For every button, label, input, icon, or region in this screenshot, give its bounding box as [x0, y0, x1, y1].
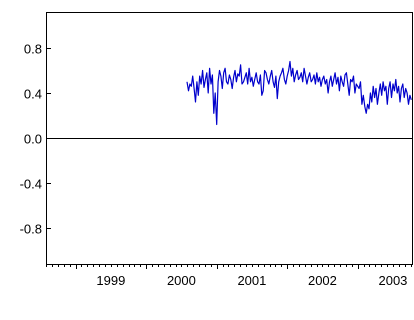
- y-tick-label: 0.0: [24, 132, 42, 147]
- x-tick-label: 2003: [378, 273, 407, 288]
- y-tick-label: 0.8: [24, 42, 42, 57]
- series-line: [186, 60, 412, 126]
- y-tick-label: -0.4: [20, 177, 42, 192]
- series-group: [186, 60, 412, 126]
- x-tick-label: 1999: [96, 273, 125, 288]
- y-tick-label: 0.4: [24, 87, 42, 102]
- y-tick-label: -0.8: [20, 222, 42, 237]
- x-tick-label: 2001: [237, 273, 266, 288]
- x-tick-label: 2000: [167, 273, 196, 288]
- x-tick-label: 2002: [308, 273, 337, 288]
- y-axis: 0.8 0.4 0.0 -0.4 -0.8: [20, 42, 51, 237]
- x-axis: 1999 2000 2001 2002 2003: [46, 264, 412, 288]
